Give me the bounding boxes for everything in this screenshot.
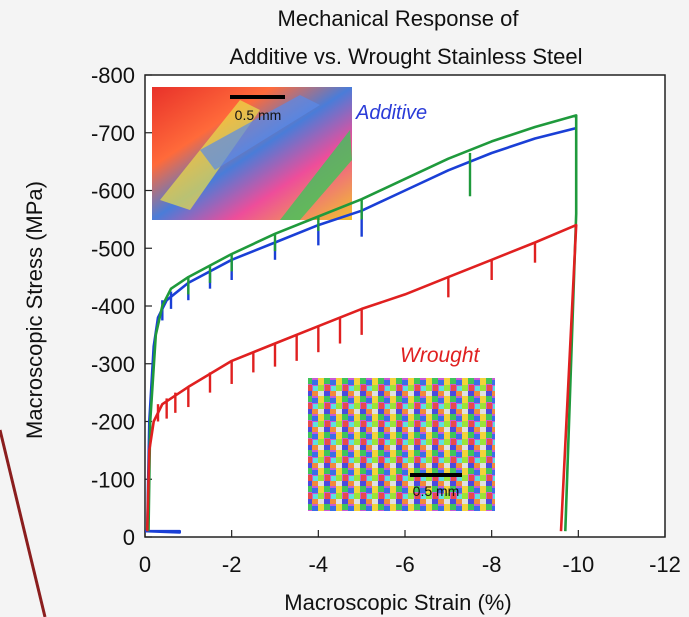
scale-bar-top-label: 0.5 mm — [235, 107, 282, 123]
y-tick-label-3: -300 — [91, 352, 135, 377]
x-tick-label-2: -4 — [309, 552, 329, 577]
ebsd-micrograph-wrought: 0.5 mm — [308, 378, 495, 511]
y-tick-label-2: -200 — [91, 410, 135, 435]
x-tick-label-5: -10 — [562, 552, 594, 577]
x-tick-label-3: -6 — [395, 552, 415, 577]
ebsd-micrograph-additive: 0.5 mm — [152, 87, 352, 220]
ebsd-wrought-image — [308, 378, 495, 511]
y-tick-label-0: 0 — [123, 525, 135, 550]
decorative-diagonal-line — [0, 429, 47, 617]
chart-subtitle: Additive vs. Wrought Stainless Steel — [230, 44, 583, 69]
axes: 0 -2 -4 -6 -8 -10 -12 0 -100 -200 -300 -400 -500 -600… — [91, 63, 681, 577]
ebsd-additive-grain-3 — [200, 95, 320, 170]
x-axis-label: Macroscopic Strain (%) — [284, 590, 511, 615]
scale-bar-bottom-label: 0.5 mm — [413, 483, 460, 499]
y-tick-label-8: -800 — [91, 63, 135, 88]
y-tick-label-5: -500 — [91, 236, 135, 261]
annotation-wrought: Wrought — [400, 344, 481, 367]
series-layer — [145, 114, 578, 534]
x-tick-label-0: 0 — [139, 552, 151, 577]
y-axis-label: Macroscopic Stress (MPa) — [22, 181, 47, 439]
ebsd-additive-grain-2 — [280, 130, 352, 220]
chart-title: Mechanical Response of — [278, 6, 520, 31]
x-tick-label-4: -8 — [482, 552, 502, 577]
x-tick-label-6: -12 — [649, 552, 681, 577]
y-tick-label-1: -100 — [91, 467, 135, 492]
annotation-additive: Additive — [355, 102, 427, 124]
y-tick-label-7: -700 — [91, 121, 135, 146]
y-tick-label-4: -400 — [91, 294, 135, 319]
series-line-2 — [145, 223, 578, 532]
x-tick-label-1: -2 — [222, 552, 242, 577]
y-tick-label-6: -600 — [91, 179, 135, 204]
